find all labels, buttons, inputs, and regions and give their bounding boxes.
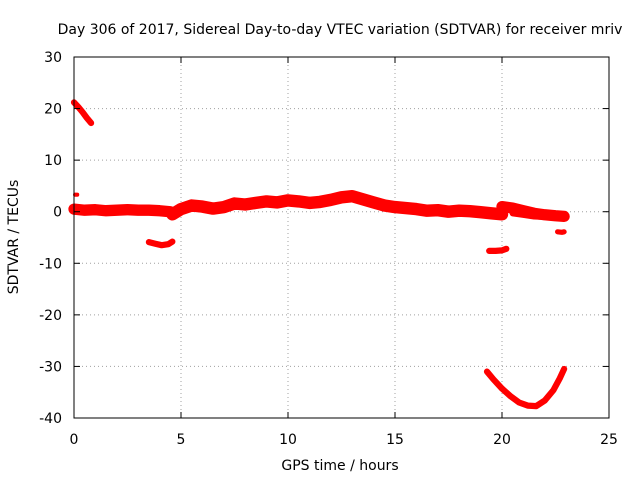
y-tick-label: -30 — [39, 359, 62, 375]
plot-frame — [73, 56, 610, 419]
series-segment-near-4h — [145, 238, 176, 249]
y-tick-label: 30 — [44, 50, 62, 66]
series-segment-near-23h — [555, 229, 567, 235]
x-tick-label: 10 — [279, 432, 297, 448]
series-segment-near-20h — [486, 245, 510, 254]
series-main-band-1 — [68, 203, 176, 218]
y-tick-label: -10 — [39, 256, 62, 272]
y-tick-label: -40 — [39, 411, 62, 427]
series-deep-arc — [483, 365, 568, 410]
x-axis-label: GPS time / hours — [281, 458, 398, 474]
series-main-band-tail — [509, 210, 568, 221]
axis-ticks — [73, 56, 610, 419]
grid-lines — [74, 57, 609, 418]
y-tick-labels: -40 -30 -20 -10 0 10 20 30 — [39, 50, 62, 427]
x-tick-label: 0 — [70, 432, 79, 448]
x-tick-label: 20 — [493, 432, 511, 448]
y-tick-label: 0 — [53, 205, 62, 221]
y-axis-label: SDTVAR / TECUs — [6, 180, 22, 295]
y-tick-label: -20 — [39, 308, 62, 324]
chart-title: Day 306 of 2017, Sidereal Day-to-day VTE… — [58, 22, 623, 38]
x-tick-labels: 0 5 10 15 20 25 — [70, 432, 618, 448]
y-tick-label: 10 — [44, 153, 62, 169]
data-series — [68, 99, 570, 410]
x-tick-label: 15 — [386, 432, 404, 448]
y-tick-label: 20 — [44, 102, 62, 118]
x-tick-label: 25 — [600, 432, 618, 448]
series-main-band-2 — [166, 190, 509, 221]
series-early-descent — [70, 99, 95, 127]
x-tick-label: 5 — [177, 432, 186, 448]
